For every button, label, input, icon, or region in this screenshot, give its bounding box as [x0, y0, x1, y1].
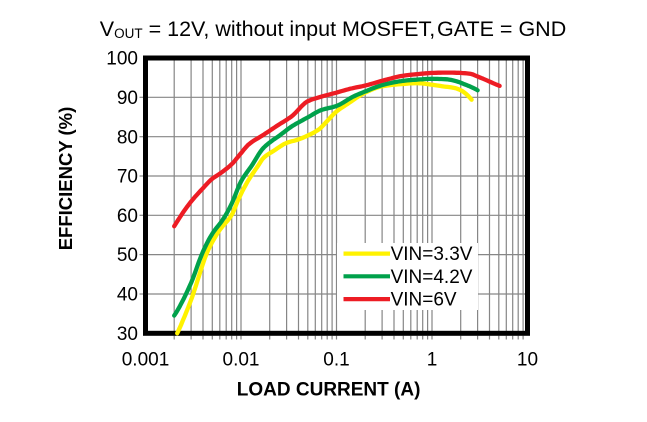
- svg-text:VIN=6V: VIN=6V: [391, 290, 457, 311]
- svg-text:60: 60: [117, 206, 138, 227]
- svg-text:10: 10: [517, 350, 538, 371]
- svg-text:0.01: 0.01: [223, 350, 260, 371]
- svg-text:1: 1: [427, 350, 438, 371]
- svg-text:LOAD CURRENT (A): LOAD CURRENT (A): [237, 380, 421, 401]
- svg-text:VOUT = 12V, without input MOSF: VOUT = 12V, without input MOSFET, GATE =…: [100, 17, 566, 41]
- svg-text:VIN=3.3V: VIN=3.3V: [391, 244, 473, 265]
- svg-text:80: 80: [117, 127, 138, 148]
- svg-text:70: 70: [117, 167, 138, 188]
- svg-text:VIN=4.2V: VIN=4.2V: [391, 267, 473, 288]
- svg-text:0.001: 0.001: [122, 350, 170, 371]
- svg-text:0.1: 0.1: [323, 350, 349, 371]
- svg-text:30: 30: [117, 324, 138, 345]
- svg-text:40: 40: [117, 285, 138, 306]
- svg-text:EFFICIENCY (%): EFFICIENCY (%): [55, 107, 76, 251]
- svg-text:100: 100: [106, 49, 138, 70]
- svg-text:90: 90: [117, 88, 138, 109]
- svg-text:50: 50: [117, 245, 138, 266]
